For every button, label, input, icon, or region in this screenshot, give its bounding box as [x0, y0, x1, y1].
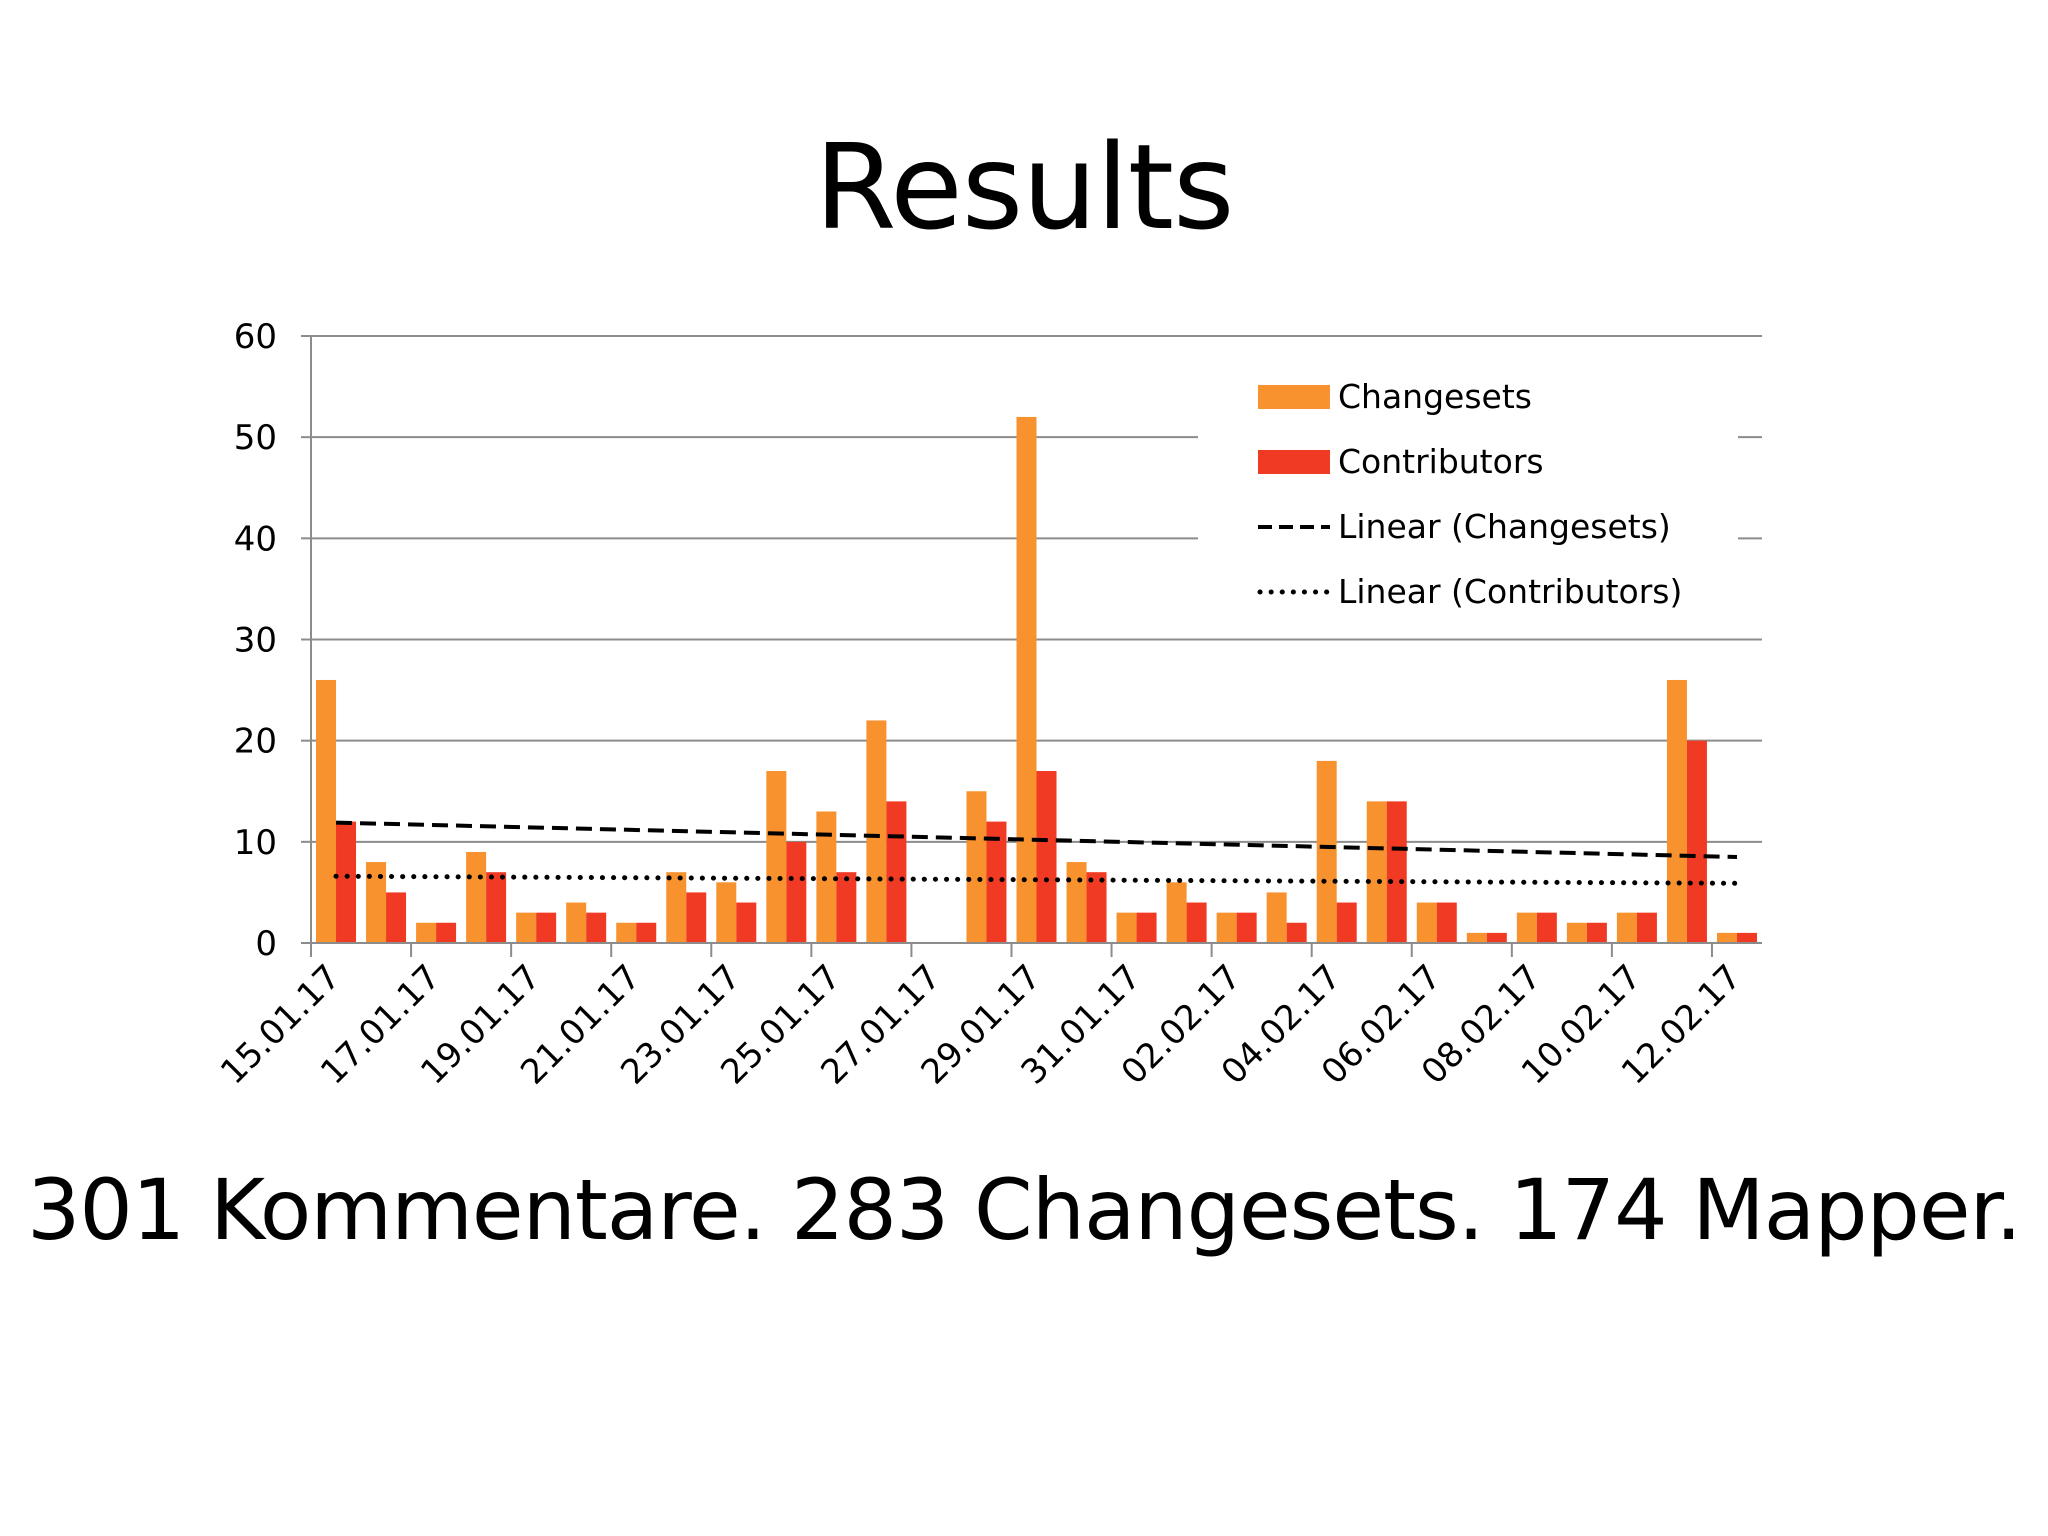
- legend-label: Contributors: [1338, 442, 1544, 481]
- bar-contributors: [636, 922, 657, 943]
- bar-changesets: [1316, 760, 1337, 943]
- bar-contributors: [1336, 902, 1357, 943]
- bar-changesets: [666, 872, 687, 943]
- bar-changesets: [516, 912, 537, 943]
- bar-changesets: [1216, 912, 1237, 943]
- bar-changesets: [1066, 862, 1087, 943]
- slide-title: Results: [814, 118, 1234, 256]
- bar-changesets: [966, 791, 987, 943]
- bar-contributors: [486, 872, 507, 943]
- y-tick-label: 50: [234, 418, 277, 458]
- legend-swatch-changesets: [1258, 385, 1330, 409]
- y-tick-label: 0: [255, 924, 277, 964]
- bar-changesets: [616, 922, 637, 943]
- bar-contributors: [786, 841, 807, 943]
- bar-contributors: [1686, 740, 1707, 943]
- bar-changesets: [766, 771, 787, 943]
- bar-contributors: [1586, 922, 1607, 943]
- bar-contributors: [1436, 902, 1457, 943]
- bar-changesets: [566, 902, 587, 943]
- y-tick-label: 30: [234, 621, 277, 661]
- y-tick-labels: 0 10 20 30 40 50 60: [234, 317, 277, 964]
- bar-contributors: [1136, 912, 1157, 943]
- bar-changesets: [866, 720, 887, 943]
- bar-changesets: [1266, 892, 1287, 943]
- bar-changesets: [466, 851, 487, 943]
- bar-changesets: [316, 679, 337, 943]
- bar-contributors: [836, 872, 857, 943]
- slide-summary: 301 Kommentare. 283 Changesets. 174 Mapp…: [26, 1161, 2022, 1259]
- trendlines: [333, 820, 1740, 886]
- legend-swatch-contributors: [1258, 450, 1330, 474]
- legend-box: [1198, 368, 1738, 630]
- legend-label: Changesets: [1338, 377, 1532, 416]
- bar-contributors: [1286, 922, 1307, 943]
- y-tick-label: 10: [234, 823, 277, 863]
- bars: [316, 416, 1757, 943]
- bar-contributors: [986, 821, 1007, 943]
- bar-contributors: [1236, 912, 1257, 943]
- bar-changesets: [716, 882, 737, 943]
- trendline-contributors: [333, 873, 1740, 886]
- legend-label: Linear (Changesets): [1338, 507, 1671, 546]
- bar-contributors: [436, 922, 457, 943]
- bar-contributors: [1736, 932, 1757, 943]
- bar-contributors: [586, 912, 607, 943]
- y-tick-label: 40: [234, 519, 277, 559]
- bar-contributors: [1486, 932, 1507, 943]
- bar-changesets: [1116, 912, 1137, 943]
- bar-contributors: [1036, 771, 1057, 943]
- y-tick-label: 60: [234, 317, 277, 357]
- bar-changesets: [1716, 932, 1737, 943]
- bar-changesets: [1566, 922, 1587, 943]
- bar-contributors: [886, 801, 907, 943]
- bar-changesets: [366, 862, 387, 943]
- legend: Changesets Contributors Linear (Changesets…: [1198, 368, 1738, 630]
- bar-contributors: [1186, 902, 1207, 943]
- bar-contributors: [1086, 872, 1107, 943]
- bar-changesets: [1366, 801, 1387, 943]
- bar-changesets: [1466, 932, 1487, 943]
- bar-changesets: [1016, 416, 1037, 943]
- bar-contributors: [1386, 801, 1407, 943]
- trendline-changesets: [335, 820, 1738, 860]
- bar-changesets: [1616, 912, 1637, 943]
- x-tick-labels: 15.01.1717.01.1719.01.1721.01.1723.01.17…: [213, 957, 1749, 1092]
- legend-label: Linear (Contributors): [1338, 572, 1682, 611]
- bar-contributors: [386, 892, 407, 943]
- bar-contributors: [686, 892, 707, 943]
- bar-contributors: [1536, 912, 1557, 943]
- bar-changesets: [416, 922, 437, 943]
- bar-contributors: [536, 912, 557, 943]
- bar-changesets: [1666, 679, 1687, 943]
- bar-contributors: [1636, 912, 1657, 943]
- bar-contributors: [336, 821, 357, 943]
- y-tick-label: 20: [234, 722, 277, 762]
- bar-changesets: [1516, 912, 1537, 943]
- axes: [301, 335, 1762, 957]
- bar-contributors: [736, 902, 757, 943]
- bar-changesets: [1166, 882, 1187, 943]
- bar-changesets: [1416, 902, 1437, 943]
